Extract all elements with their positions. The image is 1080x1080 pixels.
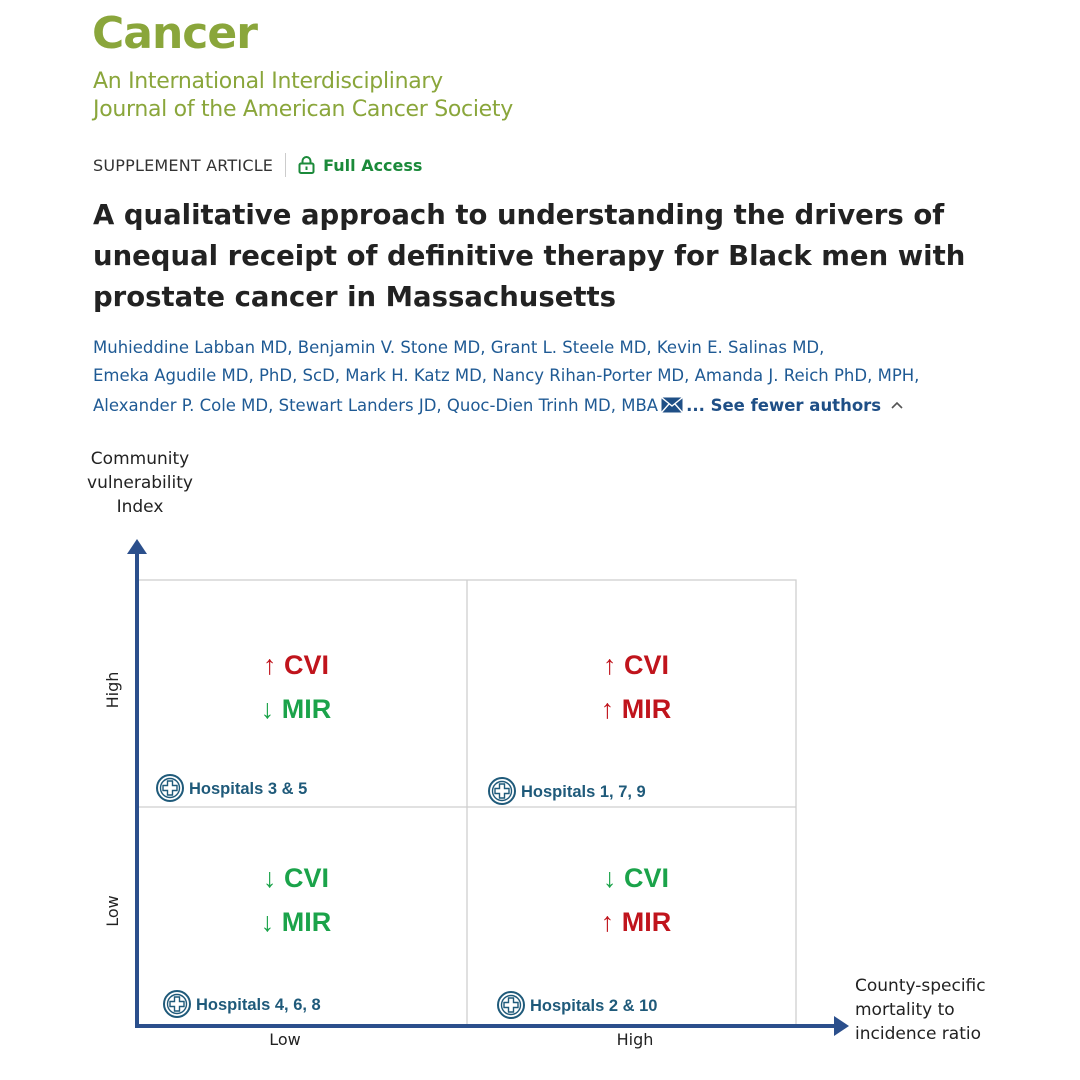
mir-indicator: ↓ MIR [261,907,332,937]
cvi-indicator: ↑ CVI [603,650,669,680]
author-line[interactable]: Emeka Agudile MD, PhD, ScD, Mark H. Katz… [93,366,920,385]
quadrant-bottom-right: ↓ CVI ↑ MIR Hospitals 2 & 10 [497,863,672,1019]
author-line[interactable]: Muhieddine Labban MD, Benjamin V. Stone … [93,338,825,357]
y-tick-label: Low [103,895,122,927]
access-status: Full Access [323,155,423,175]
article-title: A qualitative approach to understanding … [93,199,966,313]
x-tick-label: High [617,1030,654,1049]
quadrant-figure: Community vulnerability Index County-spe… [87,449,986,1049]
y-axis-arrow-icon [127,539,147,554]
quadrant-grid [136,579,797,1027]
quadrant-top-right: ↑ CVI ↑ MIR Hospitals 1, 7, 9 [488,650,672,805]
journal-subtitle: An International Interdisciplinary [93,69,443,94]
journal-subtitle: Journal of the American Cancer Society [93,97,513,122]
y-axis-title: Community [91,449,189,469]
chevron-up-icon[interactable] [891,390,903,409]
cvi-indicator: ↓ CVI [263,863,329,893]
lock-icon [298,156,315,174]
x-axis-arrow-icon [834,1016,849,1036]
mir-indicator: ↑ MIR [601,907,672,937]
hospital-cross-icon [163,990,191,1018]
quadrant-bottom-left: ↓ CVI ↓ MIR Hospitals 4, 6, 8 [163,863,332,1018]
cvi-indicator: ↑ CVI [263,650,329,680]
envelope-icon[interactable] [661,394,684,413]
x-axis [135,1016,849,1036]
author-names[interactable]: Alexander P. Cole MD, Stewart Landers JD… [93,396,659,415]
quadrant-top-left: ↑ CVI ↓ MIR Hospitals 3 & 5 [156,650,332,802]
mir-indicator: ↓ MIR [261,694,332,724]
article-meta: SUPPLEMENT ARTICLE Full Access [93,152,422,178]
x-axis-title: County-specific [855,976,986,996]
article-type: SUPPLEMENT ARTICLE [93,155,274,175]
hospital-label: Hospitals 1, 7, 9 [521,783,646,801]
mir-indicator: ↑ MIR [601,694,672,724]
author-line-last: Alexander P. Cole MD, Stewart Landers JD… [93,390,993,420]
x-tick-label: Low [269,1030,301,1049]
x-axis-title: incidence ratio [855,1024,981,1044]
hospital-label: Hospitals 4, 6, 8 [196,996,321,1014]
hospital-label: Hospitals 3 & 5 [189,780,307,798]
y-axis-title: vulnerability [87,473,193,493]
y-tick-label: High [103,672,122,709]
divider [285,153,287,177]
hospital-cross-icon [488,777,516,805]
hospital-label: Hospitals 2 & 10 [530,997,657,1015]
x-axis-title: mortality to [855,1000,955,1020]
hospital-cross-icon [497,991,525,1019]
journal-name[interactable]: Cancer [92,8,258,59]
hospital-cross-icon [156,774,184,802]
y-axis-title: Index [117,497,164,517]
author-list: Muhieddine Labban MD, Benjamin V. Stone … [93,334,993,420]
cvi-indicator: ↓ CVI [603,863,669,893]
see-fewer-authors-button[interactable]: ... See fewer authors [686,396,882,415]
y-axis [127,539,147,1026]
